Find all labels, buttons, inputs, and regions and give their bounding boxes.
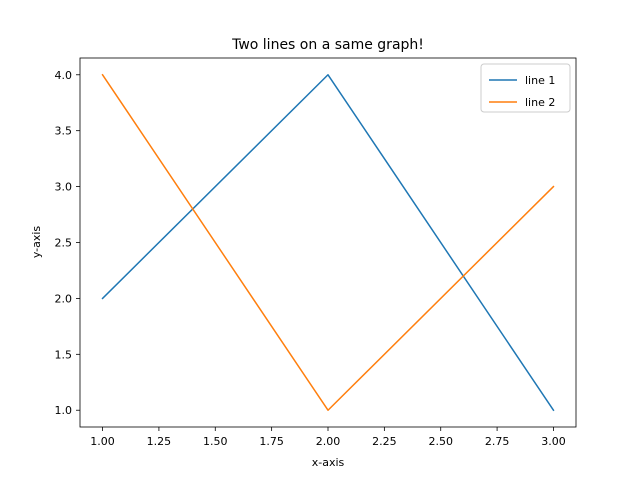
legend: line 1 line 2: [480, 63, 571, 113]
y-tick-label-5: 3.5: [55, 125, 73, 138]
x-tick-label-3: 1.75: [259, 435, 284, 448]
legend-box: [480, 63, 571, 113]
series-line-1: [101, 74, 555, 412]
y-tick-label-2: 2.0: [55, 292, 73, 305]
x-axis-label: x-axis: [312, 456, 345, 469]
chart-title: Two lines on a same graph!: [231, 37, 424, 53]
x-tick-label-0: 1.00: [90, 435, 115, 448]
x-tick-label-1: 1.25: [147, 435, 172, 448]
series-line-2: [101, 73, 555, 411]
x-tick-label-4: 2.00: [316, 435, 341, 448]
x-tick-label-8: 3.00: [541, 435, 566, 448]
y-tick-label-6: 4.0: [55, 69, 73, 82]
y-axis-label: y-axis: [30, 226, 43, 259]
plot-area: [101, 73, 555, 412]
axes: 1.00 1.25 1.50 1.75 2.00 2.25 2.50 2.75 3.00 1.0 1…: [55, 57, 577, 448]
legend-label-1: line 1: [525, 74, 555, 87]
y-tick-label-3: 2.5: [55, 237, 73, 250]
x-tick-label-7: 2.75: [485, 435, 510, 448]
x-tick-label-6: 2.50: [428, 435, 453, 448]
x-tick-label-2: 1.50: [203, 435, 228, 448]
y-tick-label-0: 1.0: [55, 404, 73, 417]
x-tick-label-5: 2.25: [372, 435, 397, 448]
y-tick-label-4: 3.0: [55, 181, 73, 194]
y-tick-label-1: 1.5: [55, 348, 73, 361]
legend-label-2: line 2: [525, 96, 555, 109]
